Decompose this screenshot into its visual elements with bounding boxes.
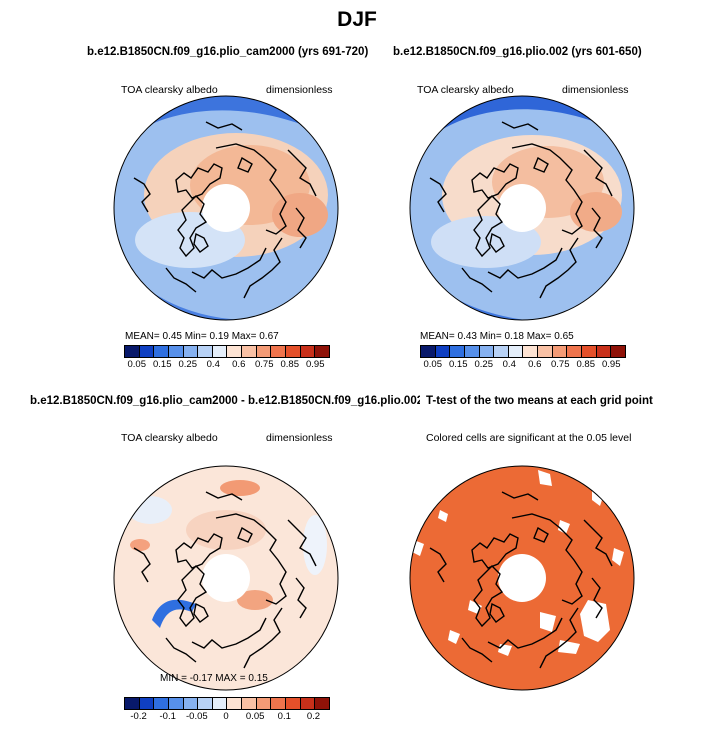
colorbar-tick-label: 0.6 (528, 359, 542, 370)
colorbar-swatch (139, 698, 155, 709)
panel1-variable-label: TOA clearsky albedo (121, 84, 218, 96)
panel4-title: T-test of the two means at each grid poi… (426, 395, 653, 407)
colorbar-swatch (300, 698, 316, 709)
colorbar-swatch (212, 698, 228, 709)
colorbar-swatch (271, 346, 287, 357)
colorbar-tick-label: 0.25 (178, 359, 198, 370)
colorbar-swatch (567, 346, 583, 357)
panel3-stats: MIN = -0.17 MAX = 0.15 (160, 673, 268, 684)
panel3-units-label: dimensionless (266, 432, 333, 444)
colorbar-swatch (271, 698, 287, 709)
colorbar-tick-label: -0.1 (159, 711, 176, 722)
colorbar-tick-label: 0.85 (280, 359, 300, 370)
panel3-title: b.e12.B1850CN.f09_g16.plio_cam2000 - b.e… (30, 395, 420, 407)
colorbar-tick-label: 0.85 (576, 359, 596, 370)
colorbar-swatch (315, 698, 329, 709)
colorbar-swatch (435, 346, 451, 357)
colorbar-swatch (464, 346, 480, 357)
colorbar-swatch (479, 346, 495, 357)
colorbar-swatch (227, 698, 243, 709)
colorbar-tick-label: 0.4 (206, 359, 220, 370)
colorbar-swatch (154, 346, 169, 357)
panel2-stats: MEAN= 0.43 Min= 0.18 Max= 0.65 (420, 331, 574, 342)
colorbar-swatch (494, 346, 509, 357)
colorbar-swatch (582, 346, 597, 357)
colorbar-tick-label: 0.05 (127, 359, 147, 370)
colorbar-swatch (183, 346, 199, 357)
colorbar-tick-label: 0.75 (551, 359, 570, 370)
colorbar-swatch (596, 346, 612, 357)
colorbar-swatch (227, 346, 243, 357)
colorbar-swatch (450, 346, 465, 357)
panel2-units-label: dimensionless (562, 84, 629, 96)
colorbar-swatch (198, 698, 213, 709)
panel3-colorbar (124, 697, 330, 710)
figure-title: DJF (337, 8, 377, 31)
colorbar-swatch (286, 698, 301, 709)
colorbar-swatch (212, 346, 228, 357)
colorbar-tick-label: 0.15 (153, 359, 172, 370)
colorbar-swatch (242, 698, 257, 709)
colorbar-tick-label: -0.05 (186, 711, 208, 722)
panel1-stats: MEAN= 0.45 Min= 0.19 Max= 0.67 (125, 331, 279, 342)
panel1-units-label: dimensionless (266, 84, 333, 96)
colorbar-tick-label: 0.25 (474, 359, 494, 370)
colorbar-swatch (168, 698, 184, 709)
colorbar-tick-label: 0.05 (423, 359, 443, 370)
panel2-colorbar (420, 345, 626, 358)
colorbar-tick-label: 0.4 (502, 359, 516, 370)
colorbar-tick-label: -0.2 (130, 711, 147, 722)
panel1-colorbar (124, 345, 330, 358)
colorbar-swatch (523, 346, 539, 357)
panel4-label: Colored cells are significant at the 0.0… (426, 432, 632, 444)
colorbar-swatch (256, 346, 272, 357)
colorbar-tick-label: 0.2 (306, 711, 321, 722)
panel3-variable-label: TOA clearsky albedo (121, 432, 218, 444)
panel2-title: b.e12.B1850CN.f09_g16.plio.002 (yrs 601-… (393, 46, 642, 58)
colorbar-swatch (125, 698, 140, 709)
colorbar-tick-label: 0.75 (255, 359, 274, 370)
colorbar-tick-label: 0.05 (245, 711, 265, 722)
panel2-variable-label: TOA clearsky albedo (417, 84, 514, 96)
colorbar-swatch (198, 346, 213, 357)
colorbar-swatch (139, 346, 155, 357)
colorbar-swatch (256, 698, 272, 709)
colorbar-swatch (538, 346, 553, 357)
colorbar-tick-label: 0.1 (277, 711, 291, 722)
colorbar-swatch (125, 346, 140, 357)
colorbar-swatch (183, 698, 199, 709)
colorbar-swatch (611, 346, 625, 357)
colorbar-tick-label: 0.95 (602, 359, 621, 370)
colorbar-swatch (508, 346, 524, 357)
colorbar-tick-label: 0.6 (232, 359, 246, 370)
colorbar-swatch (154, 698, 169, 709)
colorbar-swatch (286, 346, 301, 357)
colorbar-swatch (421, 346, 436, 357)
colorbar-tick-label: 0.15 (449, 359, 468, 370)
colorbar-swatch (552, 346, 568, 357)
colorbar-tick-label: 0 (223, 711, 229, 722)
colorbar-swatch (300, 346, 316, 357)
colorbar-tick-label: 0.95 (306, 359, 325, 370)
panel1-title: b.e12.B1850CN.f09_g16.plio_cam2000 (yrs … (87, 46, 369, 58)
colorbar-swatch (242, 346, 257, 357)
colorbar-swatch (315, 346, 329, 357)
colorbar-swatch (168, 346, 184, 357)
